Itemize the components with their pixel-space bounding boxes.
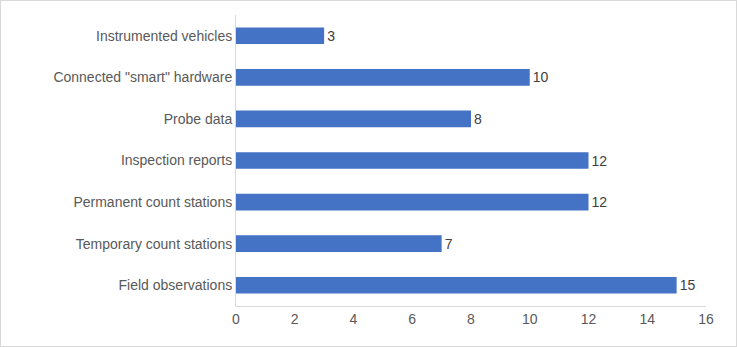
svg-text:Connected "smart" hardware: Connected "smart" hardware — [53, 69, 232, 85]
svg-text:Permanent count stations: Permanent count stations — [73, 194, 232, 210]
svg-text:12: 12 — [581, 311, 597, 327]
svg-text:Instrumented vehicles: Instrumented vehicles — [96, 28, 232, 44]
svg-text:2: 2 — [291, 311, 299, 327]
svg-text:10: 10 — [522, 311, 538, 327]
svg-text:6: 6 — [408, 311, 416, 327]
svg-text:Inspection reports: Inspection reports — [121, 152, 232, 168]
svg-text:7: 7 — [445, 236, 453, 252]
svg-text:Temporary count stations: Temporary count stations — [76, 236, 232, 252]
svg-text:10: 10 — [533, 69, 549, 85]
svg-text:Field observations: Field observations — [119, 277, 233, 293]
svg-text:16: 16 — [698, 311, 714, 327]
svg-text:0: 0 — [232, 311, 240, 327]
svg-text:8: 8 — [467, 311, 475, 327]
svg-text:Probe data: Probe data — [164, 111, 233, 127]
svg-text:12: 12 — [592, 194, 608, 210]
svg-text:4: 4 — [350, 311, 358, 327]
svg-text:12: 12 — [592, 153, 608, 169]
svg-text:8: 8 — [474, 111, 482, 127]
svg-text:3: 3 — [327, 28, 335, 44]
svg-text:15: 15 — [680, 277, 696, 293]
svg-text:14: 14 — [639, 311, 655, 327]
